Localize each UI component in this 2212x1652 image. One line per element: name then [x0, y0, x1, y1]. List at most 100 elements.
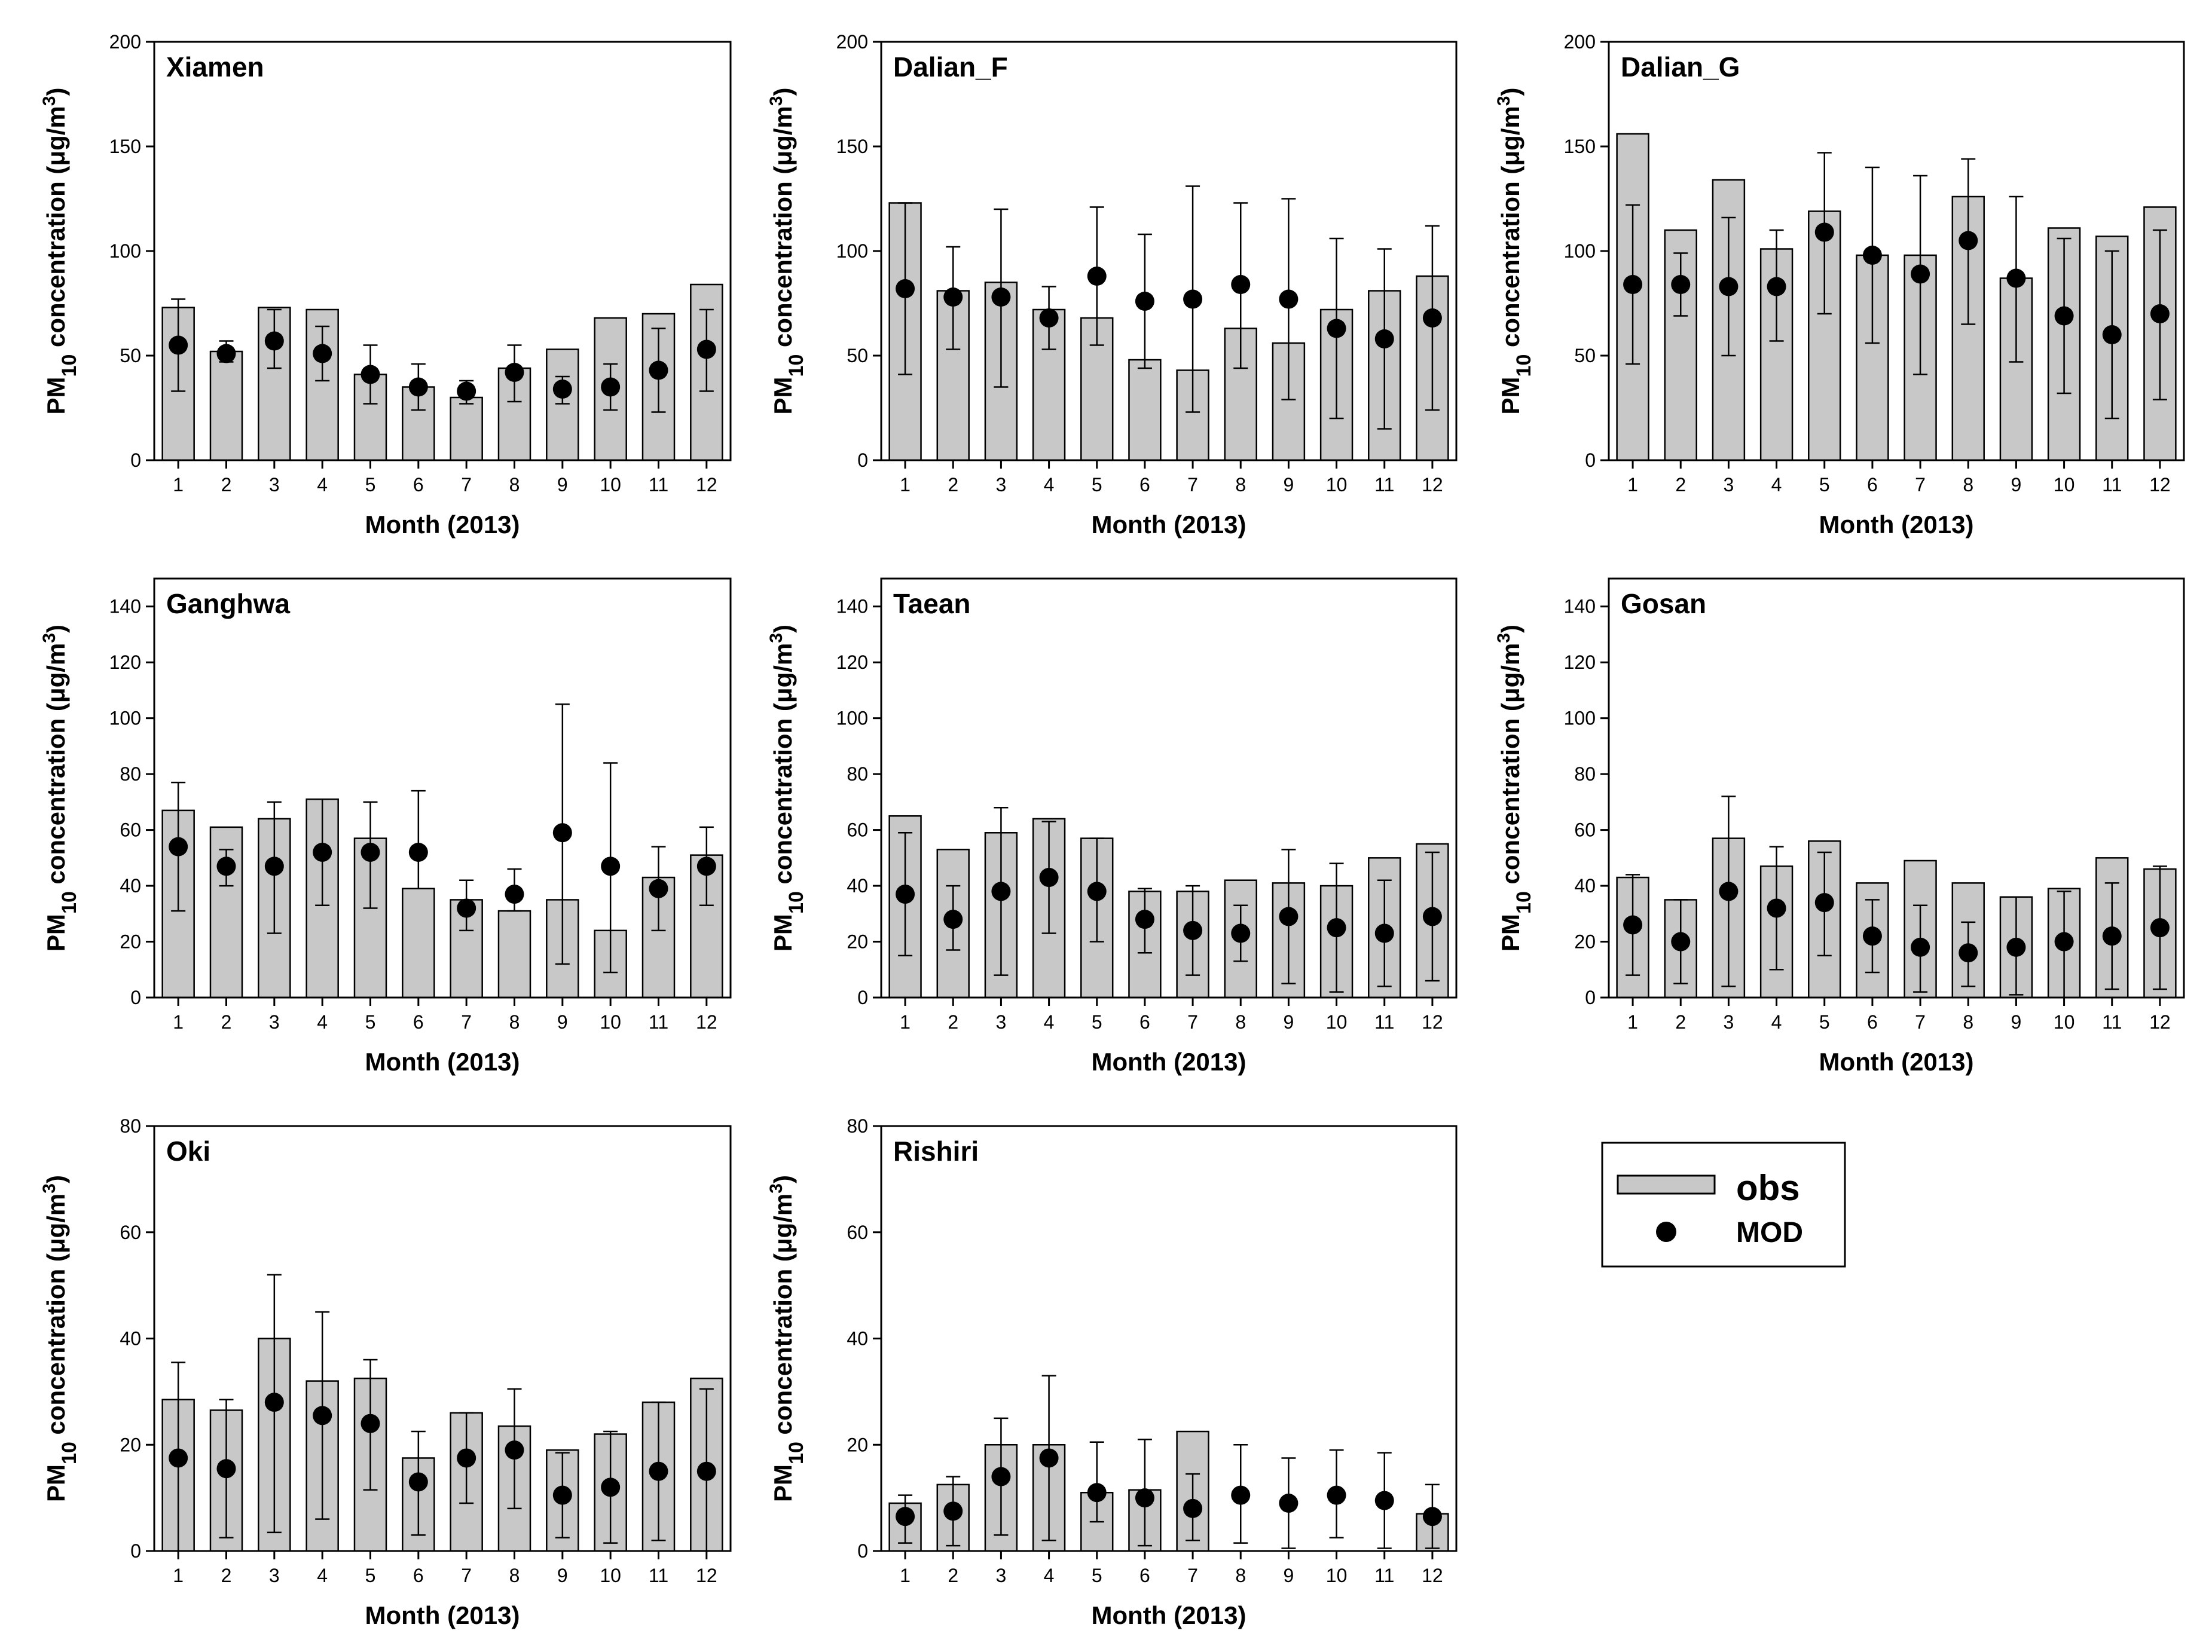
mod-point	[943, 1501, 963, 1521]
x-tick-label: 5	[365, 474, 376, 495]
obs-bar	[546, 348, 579, 461]
x-tick-label: 3	[269, 1565, 280, 1586]
mod-point	[2054, 306, 2074, 326]
mod-point	[360, 365, 380, 384]
obs-bar	[209, 350, 243, 461]
y-tick-label: 150	[836, 136, 868, 157]
y-tick-label: 100	[836, 240, 868, 262]
x-tick-label: 12	[1422, 474, 1443, 495]
mod-point	[1039, 868, 1059, 888]
x-axis-label: Month (2013)	[1091, 1048, 1246, 1076]
y-axis-label: PM10 concentration (μg/m3)	[1494, 88, 1536, 415]
mod-point	[1039, 1448, 1059, 1468]
x-tick-label: 6	[413, 474, 424, 495]
y-tick-label: 0	[857, 1540, 868, 1562]
y-tick-label: 150	[109, 136, 141, 157]
x-tick-label: 10	[600, 1011, 621, 1033]
mod-point	[601, 377, 621, 397]
legend-obs-label: obs	[1736, 1168, 1800, 1208]
y-tick-label: 80	[847, 763, 868, 785]
mod-point	[1279, 1494, 1299, 1513]
y-tick-label: 120	[1564, 651, 1596, 673]
x-tick-label: 4	[1044, 474, 1055, 495]
mod-point	[408, 1472, 428, 1492]
mod-point	[264, 856, 284, 876]
mod-point	[1422, 1507, 1442, 1526]
y-tick-label: 80	[120, 763, 141, 785]
mod-point	[1327, 918, 1346, 938]
x-tick-label: 1	[1627, 474, 1638, 495]
mod-point	[943, 287, 963, 307]
mod-point	[1183, 289, 1203, 309]
x-tick-label: 11	[1374, 1011, 1394, 1033]
x-axis-label: Month (2013)	[1819, 510, 1973, 539]
y-tick-label: 40	[120, 875, 141, 897]
mod-point	[1135, 910, 1154, 929]
mod-point	[896, 885, 915, 904]
mod-point	[1814, 893, 1834, 913]
mod-point	[1231, 1485, 1251, 1505]
y-axis-label: PM10 concentration (μg/m3)	[1494, 625, 1536, 952]
y-tick-label: 80	[120, 1115, 141, 1137]
y-axis-label: PM10 concentration (μg/m3)	[39, 625, 81, 952]
mod-point	[1087, 882, 1107, 901]
x-tick-label: 12	[1422, 1565, 1443, 1586]
y-tick-label: 20	[1574, 931, 1596, 953]
x-tick-label: 4	[1044, 1565, 1055, 1586]
mod-point	[1327, 1485, 1346, 1505]
y-tick-label: 60	[847, 819, 868, 841]
y-tick-label: 100	[109, 240, 141, 262]
x-tick-label: 1	[173, 1565, 184, 1586]
mod-point	[1623, 275, 1643, 294]
mod-point	[552, 823, 572, 843]
x-tick-label: 5	[1819, 474, 1830, 495]
x-tick-label: 10	[1326, 1565, 1348, 1586]
mod-point	[505, 363, 524, 382]
x-tick-label: 3	[996, 474, 1007, 495]
mod-point	[264, 1393, 284, 1412]
x-tick-label: 9	[2011, 1011, 2022, 1033]
x-tick-label: 2	[221, 1011, 232, 1033]
x-tick-label: 9	[1284, 1011, 1294, 1033]
y-tick-label: 120	[836, 651, 868, 673]
x-tick-label: 10	[600, 1565, 621, 1586]
mod-point	[457, 381, 476, 401]
x-tick-label: 9	[1284, 1565, 1294, 1586]
x-tick-label: 8	[1235, 474, 1246, 495]
x-tick-label: 6	[1139, 474, 1150, 495]
x-tick-label: 4	[1771, 1011, 1782, 1033]
mod-point	[360, 1414, 380, 1433]
x-tick-label: 1	[900, 1565, 911, 1586]
x-tick-label: 7	[461, 474, 472, 495]
mod-point	[1327, 319, 1346, 338]
mod-point	[457, 1448, 476, 1468]
y-axis-label: PM10 concentration (μg/m3)	[39, 1175, 81, 1502]
mod-point	[408, 377, 428, 397]
mod-point	[1422, 308, 1442, 328]
x-tick-label: 7	[1915, 1011, 1926, 1033]
x-tick-label: 9	[557, 1565, 568, 1586]
x-axis-label: Month (2013)	[1819, 1048, 1973, 1076]
x-tick-label: 8	[1963, 1011, 1973, 1033]
x-tick-label: 8	[509, 1565, 520, 1586]
x-tick-label: 8	[509, 1011, 520, 1033]
x-tick-label: 9	[557, 474, 568, 495]
mod-point	[1911, 264, 1930, 284]
y-tick-label: 60	[1574, 819, 1596, 841]
x-tick-label: 7	[1187, 474, 1198, 495]
x-tick-label: 11	[649, 474, 668, 495]
x-tick-label: 6	[1867, 474, 1878, 495]
panel-title: Oki	[166, 1136, 210, 1167]
mod-point	[1719, 277, 1739, 296]
y-tick-label: 100	[836, 708, 868, 729]
y-tick-label: 20	[120, 1434, 141, 1455]
x-tick-label: 5	[365, 1011, 376, 1033]
x-tick-label: 7	[461, 1011, 472, 1033]
x-tick-label: 2	[948, 1565, 958, 1586]
x-tick-label: 7	[1915, 474, 1926, 495]
x-tick-label: 12	[696, 474, 717, 495]
x-tick-label: 10	[2054, 474, 2075, 495]
x-tick-label: 4	[317, 1011, 328, 1033]
x-tick-label: 10	[1326, 1011, 1348, 1033]
